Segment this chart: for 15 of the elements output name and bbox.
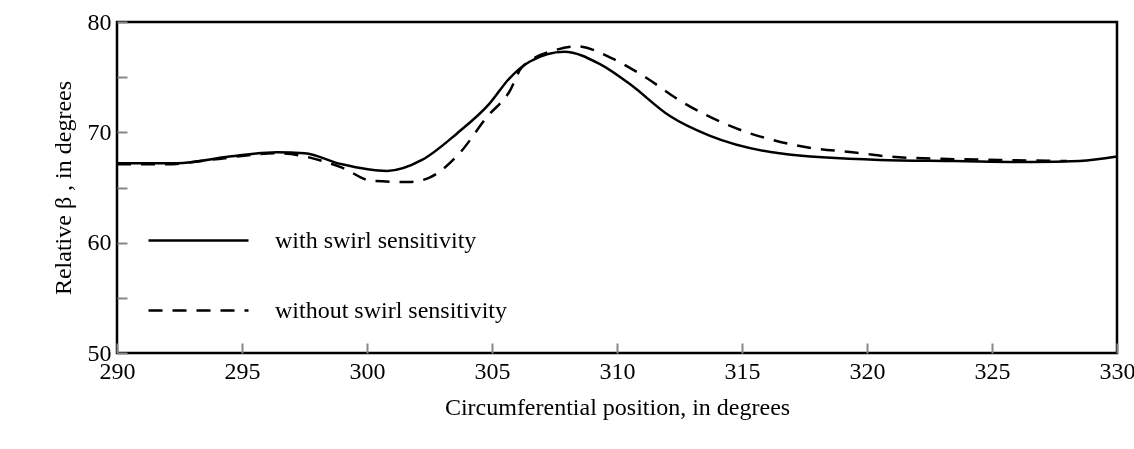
- y-axis-title: Relative β , in degrees: [49, 80, 76, 296]
- legend-label: with swirl sensitivity: [275, 226, 477, 253]
- x-tick-label: 310: [599, 357, 636, 384]
- x-tick-label: 305: [474, 357, 511, 384]
- x-axis-title: Circumferential position, in degrees: [444, 393, 791, 420]
- legend-label: without swirl sensitivity: [275, 296, 508, 323]
- y-tick-label: 60: [87, 229, 112, 256]
- x-tick-label: 300: [349, 357, 386, 384]
- x-tick-label: 330: [1099, 357, 1134, 384]
- x-tick-label: 315: [724, 357, 761, 384]
- x-tick-label: 325: [974, 357, 1011, 384]
- x-tick-label: 295: [224, 357, 261, 384]
- y-tick-label: 80: [87, 8, 112, 35]
- x-tick-label: 320: [849, 357, 886, 384]
- y-tick-label: 70: [87, 118, 112, 145]
